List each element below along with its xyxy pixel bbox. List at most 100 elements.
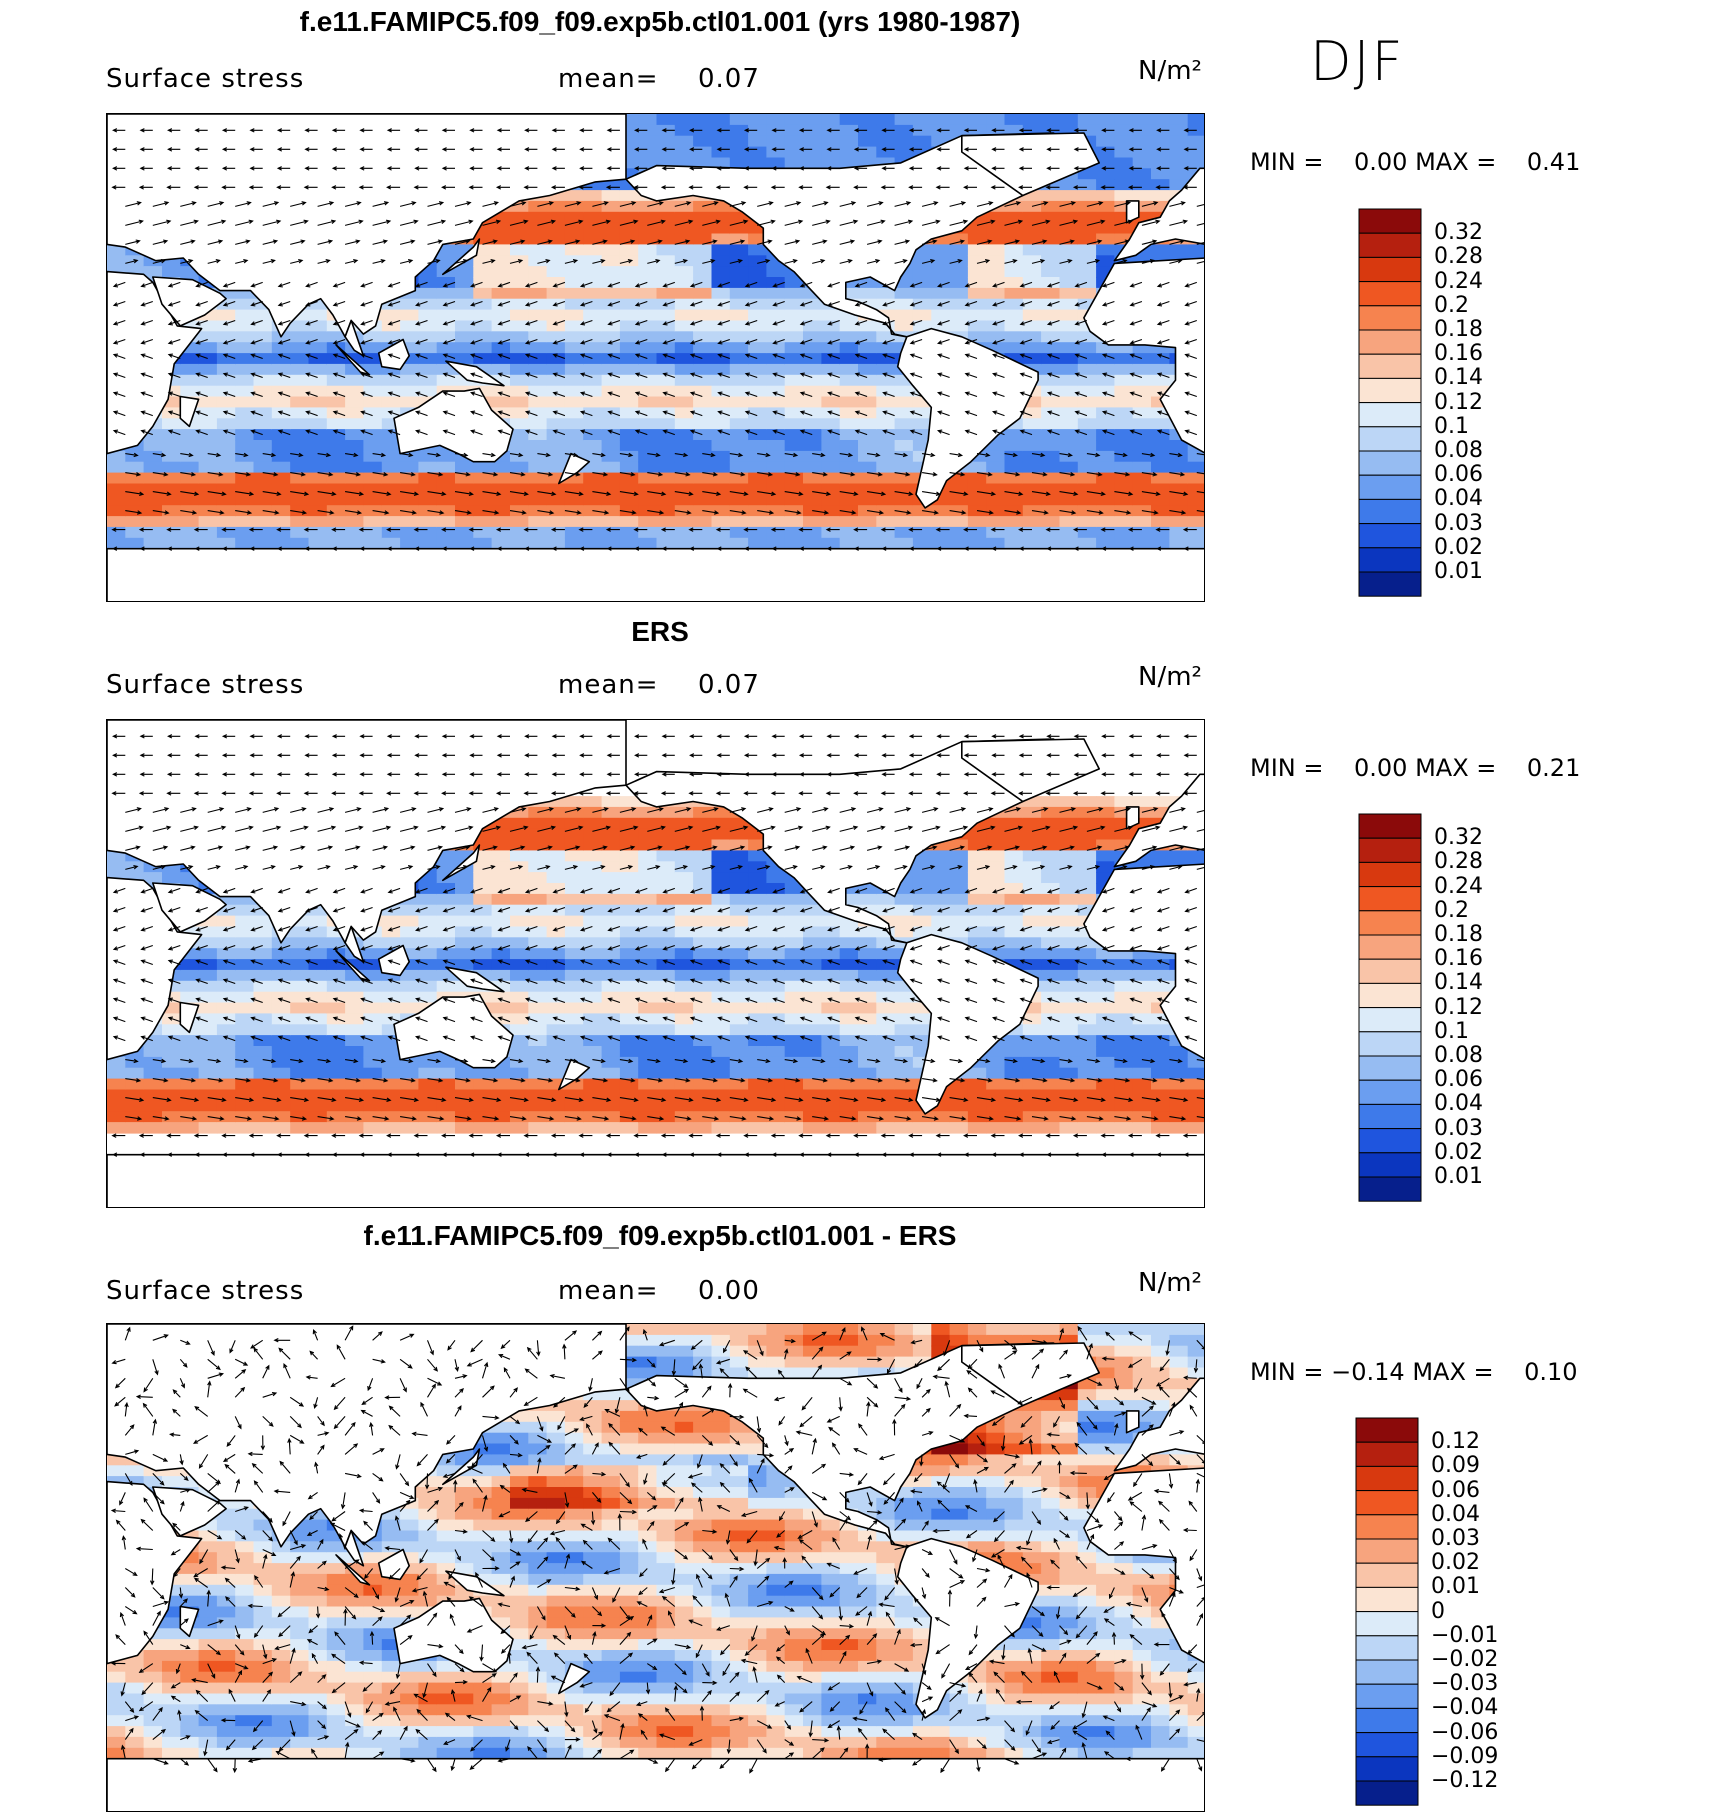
colorbar-tick-label: −0.04 (1431, 1695, 1499, 1721)
panel-2-mean-value: 0.07 (698, 670, 760, 700)
colorbar-swatch (1358, 353, 1422, 379)
colorbar-tick-label: 0.12 (1431, 1429, 1480, 1455)
panel-3-minmax: MIN = −0.14 MAX = 0.10 (1250, 1358, 1578, 1386)
colorbar-swatch (1358, 886, 1422, 912)
colorbar-tick-label: 0.1 (1434, 413, 1469, 439)
colorbar-swatch (1355, 1465, 1419, 1492)
colorbar-swatch (1355, 1538, 1419, 1564)
colorbar-swatch (1358, 982, 1422, 1009)
panel-2-min-label: MIN = (1250, 754, 1324, 782)
colorbar-tick-label: 0.16 (1434, 341, 1483, 367)
panel-3-title: f.e11.FAMIPC5.f09_f09.exp5b.ctl01.001 - … (363, 1220, 957, 1251)
colorbar-tick-label: 0.32 (1434, 825, 1483, 851)
colorbar-tick-label: 0.24 (1434, 873, 1483, 899)
colorbar-swatch (1358, 474, 1422, 500)
panel-1-variable: Surface stress (106, 64, 305, 94)
colorbar-tick-label: 0.12 (1434, 994, 1483, 1020)
panel-1-max-value: 0.41 (1526, 148, 1581, 176)
colorbar-swatch (1358, 1031, 1422, 1057)
colorbar-swatch (1355, 1780, 1419, 1806)
colorbar-swatch (1355, 1417, 1419, 1443)
colorbar-swatch (1358, 1103, 1422, 1130)
panel-1-map-svg (107, 114, 1204, 601)
colorbar-swatch (1358, 305, 1422, 331)
panel-3-mean-label: mean= (558, 1276, 659, 1306)
panel-2-max-value: 0.21 (1526, 754, 1581, 782)
colorbar-swatch (1358, 450, 1422, 476)
colorbar-swatch (1358, 426, 1422, 452)
colorbar-tick-label: 0.2 (1434, 292, 1469, 318)
colorbar-tick-label: 0.08 (1434, 438, 1483, 463)
colorbar-swatch (1358, 523, 1422, 549)
colorbar-swatch (1358, 1152, 1422, 1178)
stress-vectors (111, 128, 1204, 551)
colorbar-tick-label: 0 (1431, 1598, 1445, 1624)
colorbar-swatch (1355, 1586, 1419, 1613)
panel-2-minmax: MIN = 0.00 MAX = 0.21 (1250, 754, 1580, 782)
colorbar-tick-label: 0.24 (1434, 268, 1483, 294)
stress-vectors (110, 1325, 1204, 1774)
panel-3-min-value: −0.14 (1331, 1358, 1405, 1386)
colorbar-tick-label: 0.09 (1431, 1453, 1480, 1479)
panel-2-map-svg (107, 720, 1204, 1207)
panel-2-units: N/m² (1138, 662, 1202, 692)
panel-3-variable: Surface stress (106, 1276, 305, 1306)
colorbar-swatch (1355, 1562, 1419, 1588)
panel-3-map-svg (107, 1324, 1204, 1811)
colorbar-swatch (1358, 377, 1422, 404)
colorbar-swatch (1355, 1756, 1419, 1782)
colorbar-tick-label: −0.06 (1431, 1719, 1499, 1745)
colorbar-tick-label: 0.01 (1434, 559, 1483, 584)
colorbar-tick-label: −0.03 (1431, 1671, 1499, 1697)
colorbar-swatch (1358, 256, 1422, 283)
colorbar-swatch (1358, 498, 1422, 525)
colorbar-swatch (1355, 1732, 1419, 1758)
colorbar-tick-label: 0.18 (1434, 922, 1483, 947)
panel-2-max-label: MAX = (1415, 754, 1497, 782)
colorbar-tick-label: −0.01 (1431, 1622, 1499, 1648)
colorbar-swatch (1358, 813, 1422, 839)
colorbar-swatch (1355, 1683, 1419, 1709)
colorbar-tick-label: 0.04 (1434, 486, 1483, 512)
panel-1-min-value: 0.00 (1354, 148, 1408, 176)
panel-1-mean-label: mean= (558, 64, 659, 94)
colorbar-tick-label: 0.01 (1434, 1164, 1483, 1189)
panel-1-max-label: MAX = (1415, 148, 1497, 176)
panel-1-map (106, 113, 1205, 602)
colorbar-tick-label: 0.03 (1434, 1115, 1483, 1141)
colorbar-tick-label: −0.09 (1431, 1743, 1499, 1769)
colorbar-swatch (1358, 571, 1422, 597)
panel-3-units: N/m² (1138, 1268, 1202, 1298)
colorbar-swatch (1358, 958, 1422, 984)
colorbar-swatch (1358, 1176, 1422, 1202)
colorbar-swatch (1358, 281, 1422, 307)
colorbar-tick-label: 0.12 (1434, 389, 1483, 415)
colorbar-tick-label: 0.28 (1434, 849, 1483, 875)
colorbar-swatch (1355, 1707, 1419, 1734)
colorbar-swatch (1358, 1007, 1422, 1033)
colorbar-tick-label: −0.02 (1431, 1647, 1499, 1672)
colorbar-swatch (1355, 1635, 1419, 1661)
colorbar-swatch (1358, 402, 1422, 428)
panel-1-title: f.e11.FAMIPC5.f09_f09.exp5b.ctl01.001 (y… (299, 6, 1021, 37)
colorbar-swatch (1358, 1055, 1422, 1081)
colorbar-swatch (1355, 1441, 1419, 1467)
colorbar-swatch (1355, 1611, 1419, 1637)
colorbar-tick-label: 0.18 (1434, 317, 1483, 342)
panel-3-min-label: MIN = (1250, 1358, 1324, 1386)
colorbar-tick-label: 0.1 (1434, 1018, 1469, 1044)
colorbar-tick-label: 0.04 (1434, 1091, 1483, 1117)
colorbar-swatch (1355, 1514, 1419, 1540)
panel-1-min-label: MIN = (1250, 148, 1324, 176)
panel-2-title: ERS (631, 616, 689, 647)
colorbar-swatch (1358, 861, 1422, 888)
colorbar-tick-label: 0.03 (1434, 510, 1483, 536)
colorbar-swatch (1358, 547, 1422, 573)
colorbar-swatch (1358, 837, 1422, 863)
season-label: DJF (1310, 30, 1405, 93)
panel-3-max-value: 0.10 (1524, 1358, 1578, 1386)
colorbar-swatch (1358, 910, 1422, 936)
panel-2-variable: Surface stress (106, 670, 305, 700)
panel-1-minmax: MIN = 0.00 MAX = 0.41 (1250, 148, 1580, 176)
panel-2-min-value: 0.00 (1354, 754, 1408, 782)
